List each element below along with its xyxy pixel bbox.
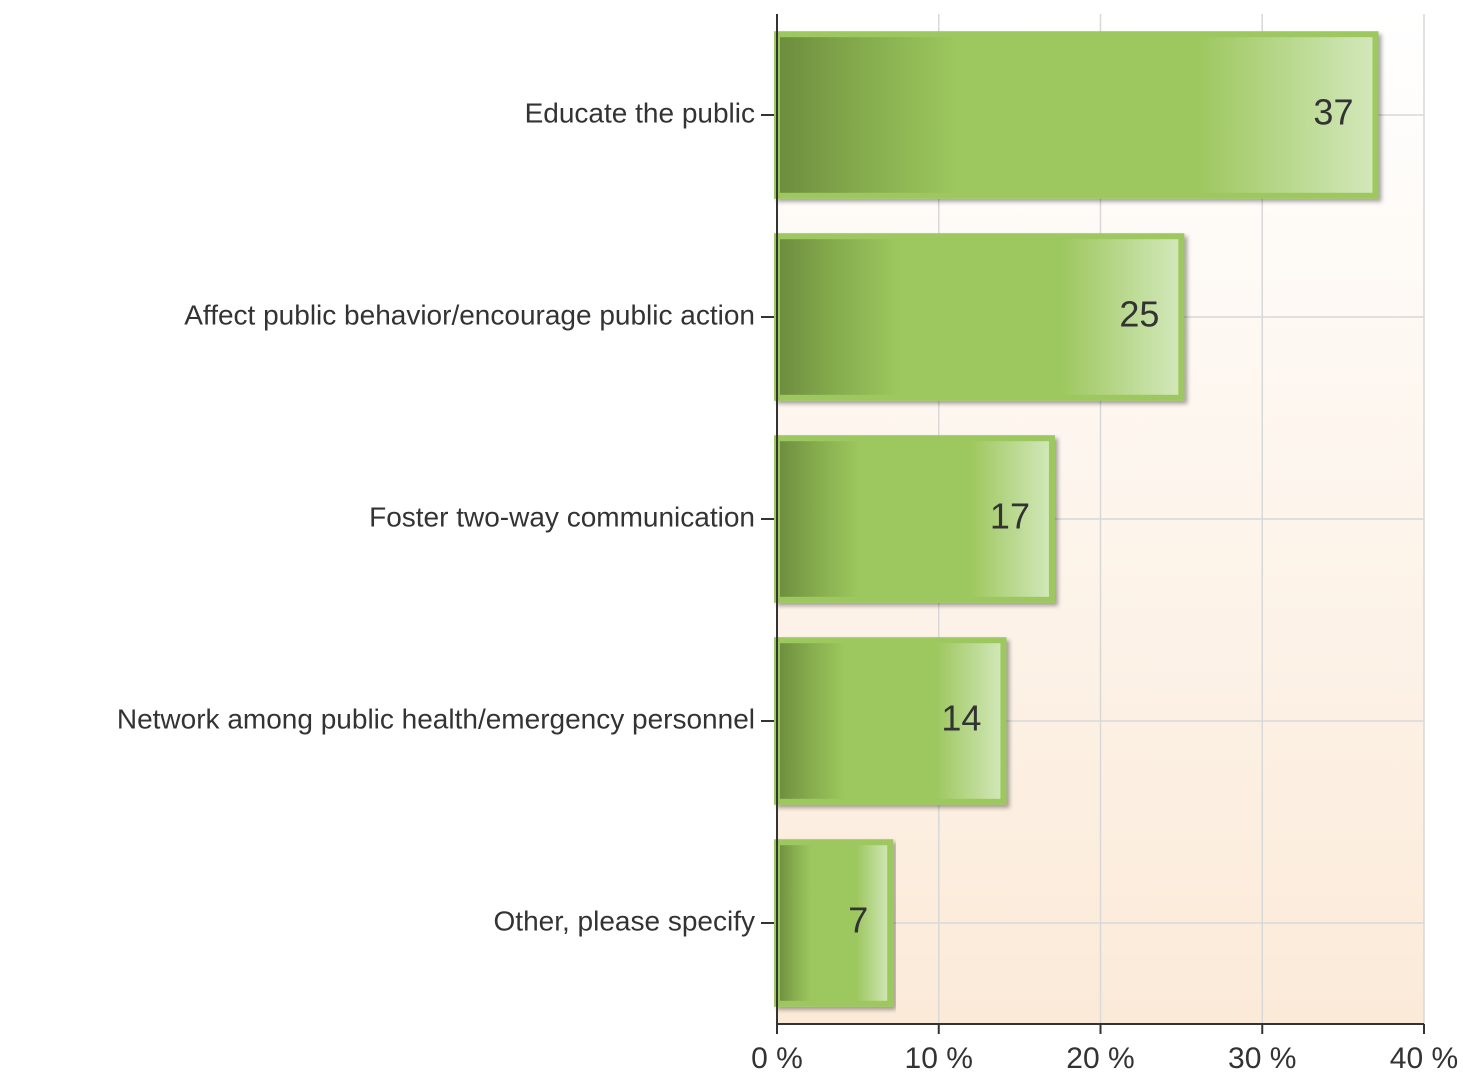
data-label: 7 (848, 900, 868, 941)
x-tick-label: 0 % (751, 1042, 803, 1075)
y-tick-label: Affect public behavior/encourage public … (184, 299, 755, 330)
y-tick-label: Educate the public (525, 97, 755, 128)
bar (774, 435, 1055, 603)
x-tick-label: 30 % (1228, 1042, 1296, 1075)
x-tick-label: 40 % (1390, 1042, 1458, 1075)
data-label: 25 (1119, 294, 1159, 335)
bar (774, 31, 1379, 199)
bar (774, 839, 894, 1007)
y-tick-label: Foster two-way communication (369, 501, 755, 532)
x-tick-label: 20 % (1066, 1042, 1134, 1075)
bar (774, 637, 1007, 805)
y-tick-label: Network among public health/emergency pe… (117, 703, 755, 734)
x-tick-label: 10 % (905, 1042, 973, 1075)
data-label: 17 (990, 496, 1030, 537)
data-label: 14 (941, 698, 981, 739)
data-label: 37 (1313, 92, 1353, 133)
y-tick-label: Other, please specify (494, 905, 755, 936)
